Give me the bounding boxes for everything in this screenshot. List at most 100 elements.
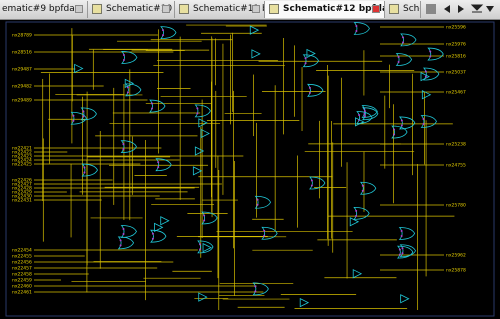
pin (398, 253, 401, 256)
tab-close[interactable] (75, 5, 83, 13)
buffer-gate (420, 71, 430, 82)
pin (304, 57, 307, 60)
pin (402, 36, 405, 39)
buffer-gate (74, 63, 84, 74)
pin (429, 50, 432, 53)
pin (400, 229, 403, 232)
pin (424, 75, 427, 78)
pin (203, 219, 206, 222)
pin (398, 248, 401, 251)
logic-gate (307, 83, 324, 97)
input-label: nx22423 (12, 154, 32, 160)
pin (401, 247, 404, 250)
buffer-gate (306, 48, 316, 59)
back-icon[interactable] (444, 5, 450, 13)
logic-gate (117, 236, 135, 250)
pin (397, 61, 400, 64)
pin (122, 148, 125, 151)
pin (254, 290, 257, 293)
input-label: nx22458 (12, 272, 32, 278)
logic-gate (398, 116, 416, 130)
buffer-gate (421, 90, 432, 100)
forward-icon[interactable] (458, 5, 464, 13)
pin (151, 102, 154, 105)
pin (72, 119, 75, 122)
pin (157, 166, 160, 169)
buffer-gate (202, 242, 212, 253)
input-label: nx22429 (12, 190, 32, 196)
buffer-gate (200, 128, 210, 139)
logic-gate (261, 226, 278, 240)
tab-close[interactable] (372, 5, 380, 13)
pin (119, 244, 122, 247)
tab[interactable]: Schematic#12 bpfda (265, 1, 385, 18)
logic-gate (120, 140, 137, 154)
pin (422, 122, 425, 125)
pin (151, 107, 154, 110)
pin (310, 184, 313, 187)
pin (256, 203, 259, 206)
logic-gate (125, 83, 142, 97)
pin (122, 143, 125, 146)
tab-close[interactable] (252, 5, 260, 13)
pin (72, 114, 75, 117)
pin (308, 86, 311, 89)
pin (361, 189, 364, 192)
logic-gate (362, 107, 379, 121)
tab-label: Schematic#11 bpfda (193, 4, 264, 14)
tab[interactable]: Schematic#11 bpfda (175, 1, 265, 18)
tab[interactable]: Schematic#10 bpfda (88, 1, 175, 18)
pin (361, 184, 364, 187)
output-label: nx25976 (446, 42, 466, 48)
input-label: nx22426 (12, 178, 32, 184)
input-label: nx22457 (12, 266, 32, 272)
output-label: nx25238 (446, 142, 466, 148)
input-label: nx28516 (12, 50, 32, 56)
buffer-gate (124, 78, 135, 89)
dropdown-icon[interactable] (486, 6, 494, 12)
logic-gate (359, 181, 377, 195)
pin (256, 198, 259, 201)
logic-gate (81, 163, 98, 177)
pin (119, 239, 122, 242)
buffer-gate (154, 222, 164, 232)
buffer-gate (194, 146, 205, 156)
pin (151, 232, 154, 235)
logic-gate (397, 245, 414, 259)
pin (254, 285, 257, 288)
pin (355, 209, 358, 212)
logic-gate (353, 206, 370, 220)
menu-icon[interactable] (470, 4, 484, 13)
buffer-gate (249, 25, 260, 35)
pin (82, 110, 85, 113)
pin (308, 91, 311, 94)
pin (393, 128, 396, 131)
pin (422, 117, 425, 120)
pin (122, 227, 125, 230)
pin (355, 30, 358, 33)
tab-close[interactable] (162, 5, 170, 13)
logic-gate (254, 195, 271, 209)
pin (363, 112, 366, 115)
pin (122, 232, 125, 235)
pin (82, 115, 85, 118)
output-label: nx25596 (446, 25, 466, 31)
pin (122, 58, 125, 61)
input-label: nx22427 (12, 182, 32, 188)
pin (310, 179, 313, 182)
logic-gate (155, 158, 172, 172)
pin (363, 115, 366, 118)
tab-icon (269, 4, 279, 14)
icon[interactable] (426, 4, 436, 14)
buffer-gate (400, 294, 410, 304)
tab-label: Schematic (403, 4, 420, 14)
logic-gate (121, 51, 138, 64)
logic-gate (201, 211, 218, 225)
buffer-gate (198, 292, 208, 302)
buffer-gate (355, 117, 365, 127)
tab[interactable]: Schematic (385, 1, 421, 18)
buffer-gate (299, 297, 310, 308)
tab[interactable]: ematic#9 bpfda (0, 1, 88, 18)
pin (402, 41, 405, 44)
